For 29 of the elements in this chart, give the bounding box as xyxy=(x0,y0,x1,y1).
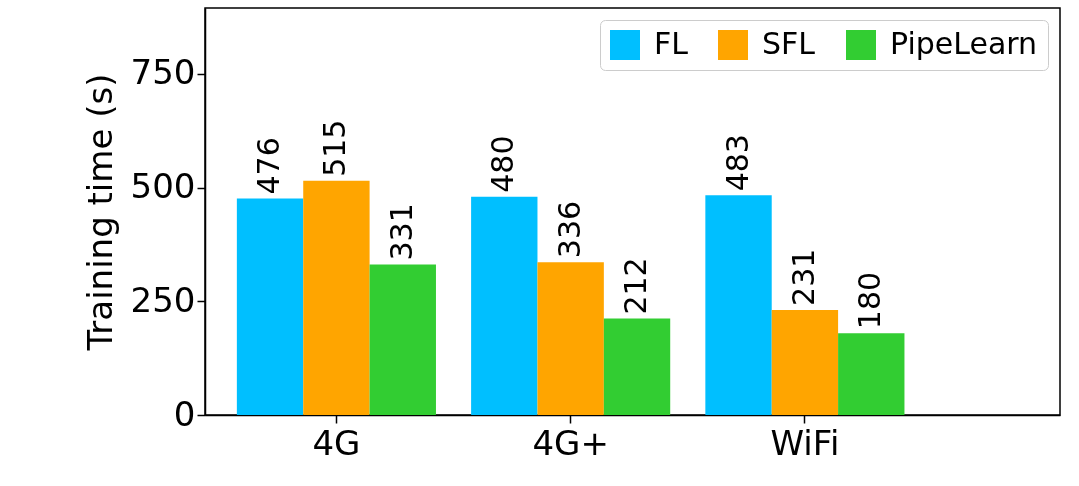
legend-label: PipeLearn xyxy=(890,26,1038,61)
data-label: 476 xyxy=(251,137,287,195)
bar xyxy=(603,318,671,415)
bar xyxy=(705,195,772,415)
y-axis-title: Training time (s) xyxy=(79,73,120,352)
data-label: 515 xyxy=(317,119,353,177)
bar xyxy=(771,309,839,415)
y-tick-label: 250 xyxy=(130,279,196,320)
data-label: 180 xyxy=(852,271,888,330)
legend-label: FL xyxy=(654,26,689,61)
data-label: 331 xyxy=(383,203,419,261)
bar xyxy=(236,198,304,415)
data-label: 231 xyxy=(785,248,821,306)
data-label: 212 xyxy=(618,257,654,315)
x-tick-label: 4G xyxy=(312,422,361,463)
data-label: 483 xyxy=(719,134,755,192)
bar xyxy=(471,196,538,415)
bar xyxy=(838,333,905,415)
legend-label: SFL xyxy=(762,26,816,61)
bar xyxy=(369,264,436,415)
bar xyxy=(303,180,370,415)
data-label: 480 xyxy=(485,135,521,193)
bar xyxy=(537,262,604,415)
x-tick-label: 4G+ xyxy=(532,422,609,463)
x-tick-label: WiFi xyxy=(770,422,840,463)
data-label: 336 xyxy=(551,200,587,259)
y-tick-label: 750 xyxy=(130,52,196,93)
y-tick-label: 0 xyxy=(173,393,196,434)
y-tick-label: 500 xyxy=(130,166,196,207)
